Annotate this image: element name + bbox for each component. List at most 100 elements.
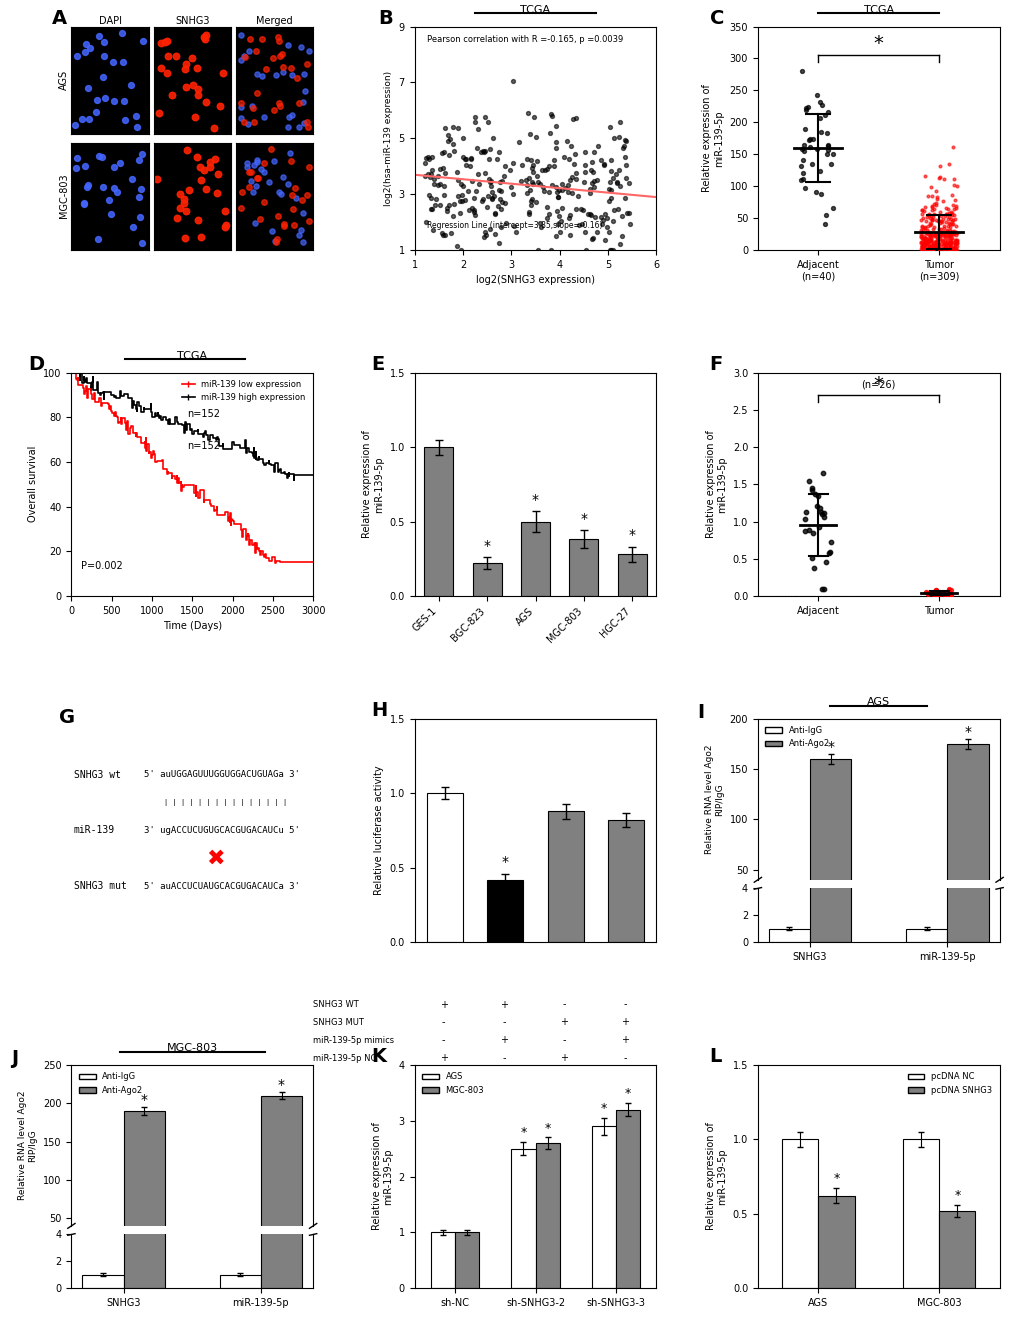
Point bbox=[502, 177, 519, 198]
Text: -: - bbox=[441, 1036, 445, 1045]
Point bbox=[917, 210, 933, 231]
Point bbox=[272, 183, 288, 205]
Point bbox=[474, 190, 490, 211]
Title: Merged: Merged bbox=[256, 16, 292, 25]
Point bbox=[796, 178, 812, 199]
Point bbox=[245, 182, 261, 203]
Point bbox=[527, 191, 543, 212]
Point bbox=[463, 170, 479, 191]
Point bbox=[536, 159, 552, 181]
Point bbox=[562, 182, 579, 203]
Point bbox=[935, 228, 952, 250]
Point bbox=[77, 33, 94, 54]
Point bbox=[470, 118, 486, 139]
Point bbox=[941, 214, 957, 235]
Point bbox=[818, 143, 835, 165]
Point bbox=[808, 139, 824, 161]
Point bbox=[803, 547, 819, 568]
Text: P=0.002: P=0.002 bbox=[81, 562, 122, 571]
Point bbox=[582, 159, 598, 181]
Point bbox=[946, 231, 962, 252]
Point bbox=[611, 234, 628, 255]
Bar bbox=[618, 554, 646, 596]
Point bbox=[426, 194, 442, 215]
Point bbox=[421, 185, 437, 206]
Point bbox=[935, 220, 952, 242]
Point bbox=[271, 31, 287, 52]
Point bbox=[945, 220, 961, 242]
Point bbox=[183, 48, 200, 69]
Point bbox=[290, 93, 307, 114]
Point bbox=[912, 239, 928, 260]
Point bbox=[618, 202, 634, 223]
Point bbox=[574, 214, 590, 235]
Point bbox=[435, 142, 451, 163]
Point bbox=[588, 169, 604, 190]
Point bbox=[112, 153, 128, 174]
Point bbox=[486, 223, 502, 244]
Point bbox=[207, 149, 223, 170]
Point bbox=[274, 56, 290, 77]
Point bbox=[927, 232, 944, 254]
Point bbox=[434, 224, 450, 246]
Point bbox=[209, 163, 225, 185]
Point bbox=[465, 199, 481, 220]
Point bbox=[944, 223, 960, 244]
Bar bbox=[938, 1211, 974, 1288]
Text: D: D bbox=[28, 355, 44, 373]
Point bbox=[923, 195, 940, 216]
Text: L: L bbox=[709, 1046, 721, 1066]
Point bbox=[922, 223, 938, 244]
Point bbox=[444, 133, 461, 154]
Point bbox=[206, 118, 222, 139]
Point bbox=[913, 227, 929, 248]
Point bbox=[452, 173, 469, 194]
Point bbox=[446, 194, 463, 215]
Point bbox=[552, 174, 569, 195]
Point bbox=[604, 210, 621, 231]
Point bbox=[253, 158, 269, 179]
Point bbox=[453, 190, 470, 211]
Point bbox=[81, 108, 97, 129]
Point bbox=[920, 238, 936, 259]
Point bbox=[816, 212, 833, 234]
Point bbox=[474, 189, 490, 210]
Point bbox=[547, 131, 564, 153]
Point bbox=[925, 193, 942, 214]
Title: TCGA: TCGA bbox=[863, 5, 893, 15]
Point bbox=[797, 501, 813, 522]
Point bbox=[75, 193, 92, 214]
Point bbox=[175, 193, 192, 214]
Point bbox=[913, 199, 929, 220]
Text: *: * bbox=[964, 725, 970, 738]
Point bbox=[928, 227, 945, 248]
Point bbox=[178, 77, 195, 98]
Point bbox=[913, 236, 929, 258]
Point bbox=[495, 166, 512, 187]
Text: B: B bbox=[378, 9, 392, 28]
Point bbox=[912, 226, 928, 247]
Point bbox=[928, 210, 945, 231]
Point bbox=[542, 104, 558, 125]
Point bbox=[185, 74, 202, 96]
Point bbox=[283, 105, 300, 126]
Point bbox=[813, 94, 829, 116]
Point bbox=[492, 189, 508, 210]
Point bbox=[935, 215, 952, 236]
Point bbox=[931, 166, 948, 187]
Point bbox=[921, 207, 937, 228]
Point bbox=[431, 173, 447, 194]
Y-axis label: Relative RNA level Ago2
RIP/IgG: Relative RNA level Ago2 RIP/IgG bbox=[18, 1090, 38, 1201]
Point bbox=[938, 584, 955, 606]
Title: MGC-803: MGC-803 bbox=[166, 1042, 218, 1053]
Text: F: F bbox=[709, 355, 722, 373]
Point bbox=[794, 163, 810, 185]
Point bbox=[528, 126, 544, 147]
Point bbox=[275, 215, 291, 236]
Point bbox=[424, 159, 440, 181]
Text: Pearson correlation with R =-0.165, p =0.0039: Pearson correlation with R =-0.165, p =0… bbox=[426, 36, 623, 45]
Point bbox=[106, 90, 122, 112]
Point bbox=[524, 174, 540, 195]
Legend: pcDNA NC, pcDNA SNHG3: pcDNA NC, pcDNA SNHG3 bbox=[904, 1069, 995, 1098]
Point bbox=[458, 154, 474, 175]
